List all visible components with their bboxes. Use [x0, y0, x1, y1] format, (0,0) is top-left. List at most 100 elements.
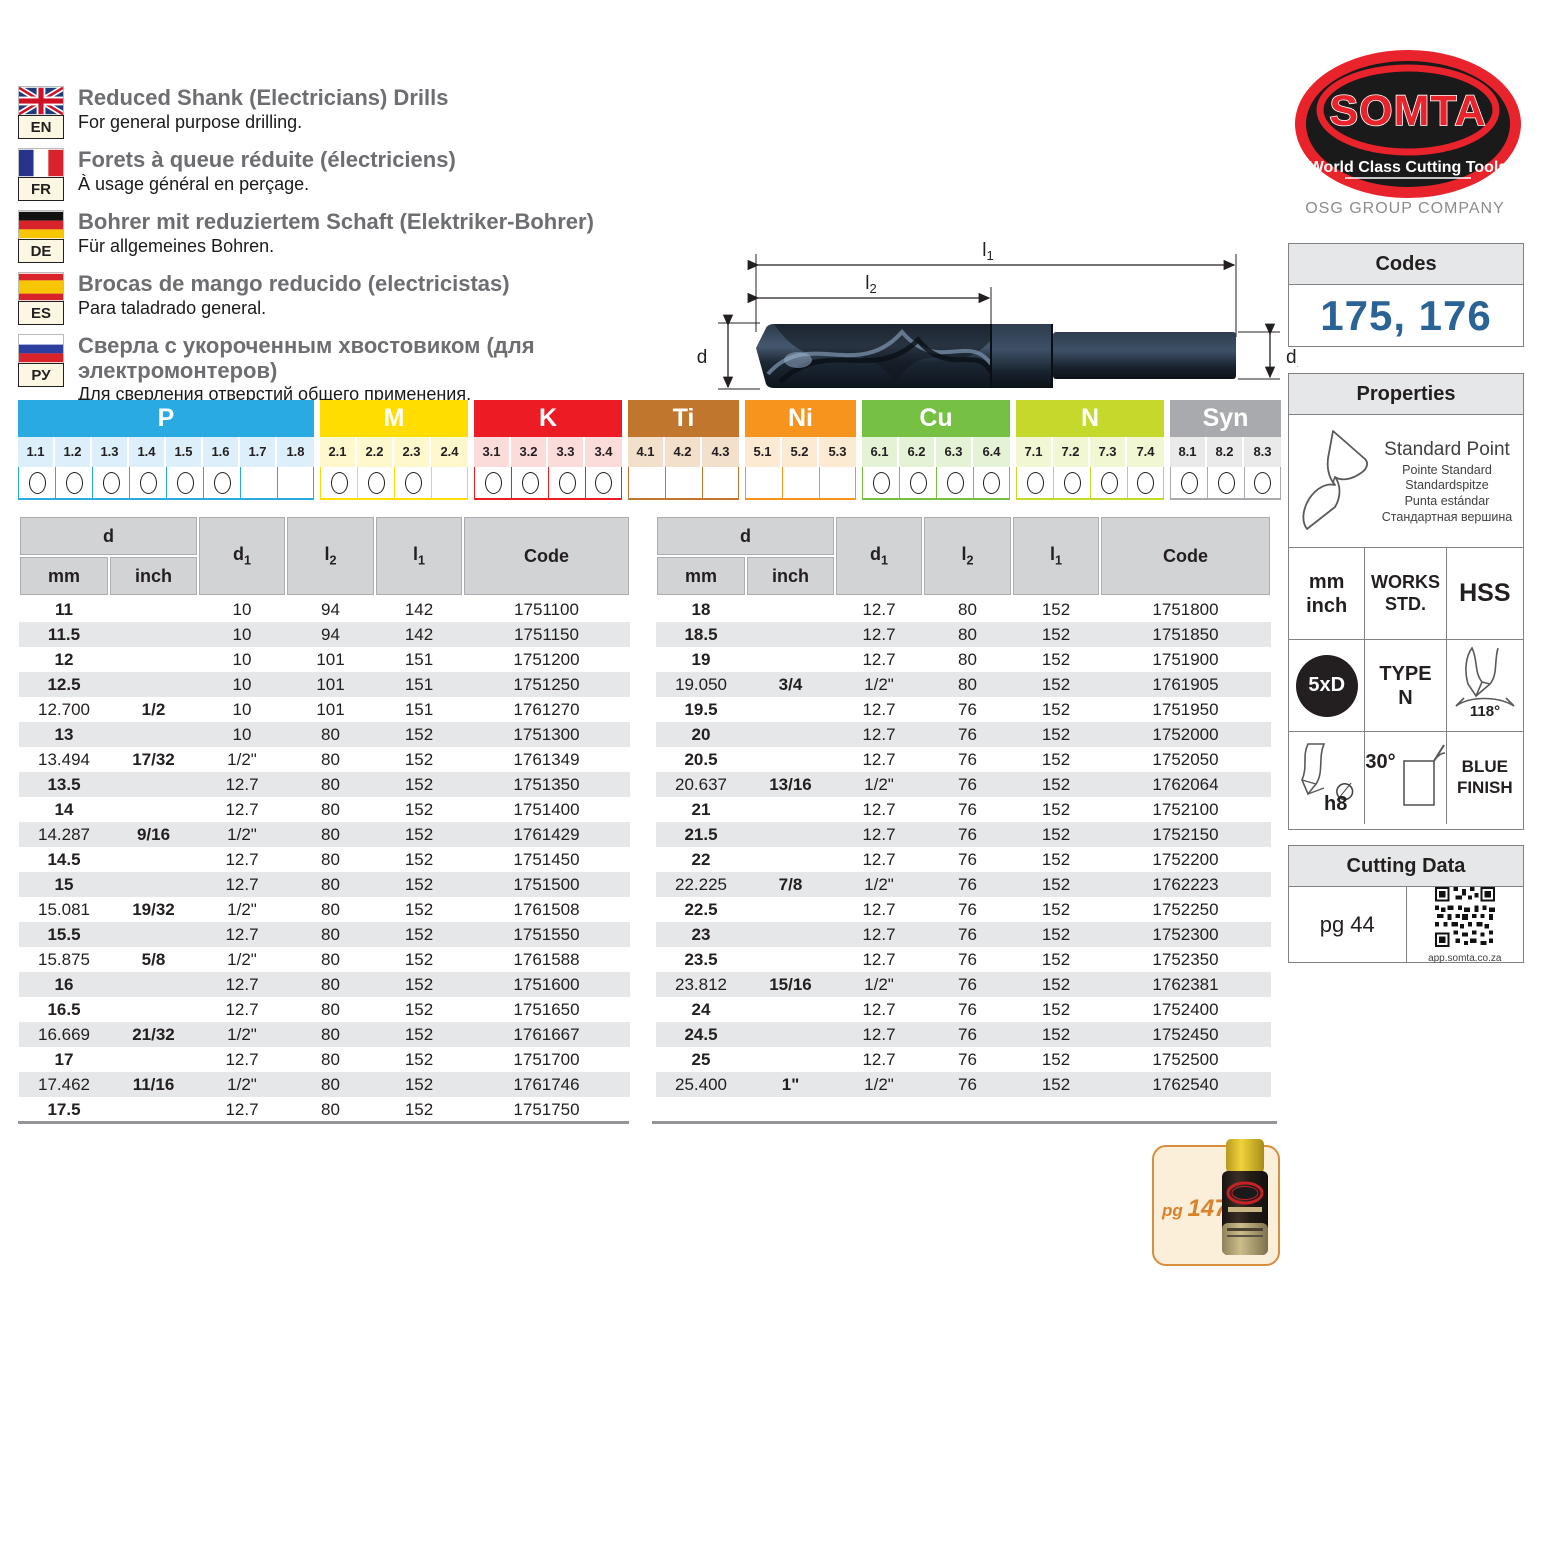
- dim-label-l2: l2: [865, 273, 876, 296]
- cell-inch: [746, 947, 835, 972]
- cell-d1: 12.7: [862, 725, 896, 744]
- table-row: 15.875 5/8 1/2" 80 152 1761588: [19, 947, 630, 972]
- flag-ru-icon: [18, 334, 64, 364]
- cell-l2: 80: [321, 800, 340, 819]
- material-suitability-cell: [1090, 467, 1127, 500]
- prop-helix-angle-cell: 30°: [1365, 732, 1447, 824]
- col-header-code: Code: [462, 515, 631, 597]
- material-suitability-cell: [548, 467, 585, 500]
- cell-l2: 76: [958, 1025, 977, 1044]
- cell-inch: 11/16: [132, 1075, 175, 1094]
- cell-mm: 23: [691, 925, 711, 944]
- cell-inch: [746, 797, 835, 822]
- language-code-label: DE: [18, 239, 64, 263]
- cell-code: 1751550: [513, 925, 580, 944]
- material-suitability-cell: [745, 467, 782, 500]
- helix-angle-icon: [1400, 743, 1446, 814]
- material-group-label: Ti: [628, 400, 739, 437]
- standard-point-label: Standard Point: [1384, 438, 1510, 460]
- cell-l1: 152: [1041, 825, 1071, 844]
- standard-point-ru: Стандартная вершина: [1381, 509, 1513, 524]
- cell-code: 1751700: [513, 1050, 580, 1069]
- language-block-es: ES Brocas de mango reducido (electricista…: [18, 271, 698, 325]
- suitability-circle-icon: [213, 471, 231, 494]
- cell-l1: 152: [404, 875, 434, 894]
- cell-mm: 16.669: [38, 1025, 90, 1044]
- cell-l1: 152: [1041, 975, 1071, 994]
- suitability-circle-icon: [1254, 471, 1271, 494]
- cell-l1: 152: [1041, 675, 1071, 694]
- size-table-left-body: 11 10 94 142 1751100 11.5 10 94 142 1751150 12 10 10…: [19, 595, 630, 1122]
- material-subgroup-label: 6.3: [936, 437, 973, 467]
- cell-d1: 10: [232, 675, 252, 694]
- suitability-circle-icon: [558, 471, 576, 494]
- product-title: Forets à queue réduite (électriciens): [78, 147, 456, 172]
- product-subtitle: Для сверления отверстий общего применени…: [78, 384, 472, 405]
- cell-code: 1752200: [1152, 850, 1219, 869]
- col-header-inch: inch: [745, 555, 836, 597]
- cell-l1: 152: [1041, 1000, 1071, 1019]
- spray-can-image: [1214, 1135, 1276, 1263]
- cell-inch: 13/16: [769, 775, 812, 794]
- cell-mm: 18: [656, 595, 746, 622]
- cell-l1: 152: [404, 1075, 434, 1094]
- cell-inch: [109, 622, 198, 647]
- cell-inch: [746, 1047, 835, 1072]
- cell-l1: 151: [404, 700, 434, 719]
- cell-inch: 5/8: [141, 950, 166, 969]
- cell-mm: 22.5: [684, 900, 718, 919]
- cell-code: 1762381: [1152, 975, 1219, 994]
- cell-l2: 76: [958, 1075, 977, 1094]
- properties-box-title: Properties: [1289, 374, 1523, 415]
- cell-mm: 20: [691, 725, 711, 744]
- table-row: 13.494 17/32 1/2" 80 152 1761349: [19, 747, 630, 772]
- cell-l2: 101: [316, 675, 345, 694]
- col-header-l1: l1: [1011, 515, 1101, 597]
- cell-mm: 20.637: [675, 775, 727, 794]
- language-badge: EN: [18, 86, 64, 139]
- cell-d1: 1/2": [864, 1075, 894, 1094]
- material-group-k: K 3.1 3.2 3.3 3.4: [474, 400, 622, 500]
- cell-mm: 11.5: [47, 625, 81, 644]
- cell-l1: 152: [404, 775, 434, 794]
- cell-d1: 12.7: [225, 850, 259, 869]
- cell-l1: 152: [404, 900, 434, 919]
- cell-l2: 76: [958, 925, 977, 944]
- cell-mm: 21.5: [684, 825, 718, 844]
- cell-inch: [109, 797, 198, 822]
- cutting-data-title: Cutting Data: [1289, 846, 1523, 887]
- cell-inch: [109, 872, 198, 897]
- cell-l1: 152: [1041, 1025, 1071, 1044]
- prop-finish-cell: BLUE FINISH: [1456, 757, 1513, 797]
- promo-page-ref: pg 147: [1162, 1195, 1228, 1222]
- cell-code: 1751100: [463, 595, 630, 622]
- material-suitability-cell: [936, 467, 973, 500]
- cell-mm: 23.812: [675, 975, 727, 994]
- cell-l1: 152: [404, 725, 434, 744]
- cell-d1: 10: [198, 595, 286, 622]
- material-subgroup-label: 5.3: [819, 437, 856, 467]
- material-subgroup-label: 6.1: [862, 437, 899, 467]
- lubricant-promo-box: pg 147: [1152, 1139, 1280, 1266]
- cell-code: 1751800: [1100, 595, 1271, 622]
- cell-inch: [109, 722, 198, 747]
- cell-l2: 76: [958, 875, 977, 894]
- cell-code: 1752500: [1152, 1050, 1219, 1069]
- suitability-circle-icon: [102, 471, 120, 494]
- divider-line-left: [18, 1121, 629, 1124]
- material-group-cu: Cu 6.1 6.2 6.3 6.4: [862, 400, 1010, 500]
- cell-d1: 1/2": [227, 750, 257, 769]
- cell-mm: 16.5: [47, 1000, 81, 1019]
- table-row: 17 12.7 80 152 1751700: [19, 1047, 630, 1072]
- cell-l1: 152: [1041, 1075, 1071, 1094]
- suitability-circle-icon: [139, 471, 157, 494]
- cell-mm: 17: [54, 1050, 74, 1069]
- product-subtitle: Für allgemeines Bohren.: [78, 235, 275, 256]
- material-group-label: Ni: [745, 400, 856, 437]
- suitability-circle-icon: [1137, 471, 1154, 494]
- col-header-mm: mm: [655, 555, 747, 597]
- cutting-data-page-ref: pg 44: [1289, 887, 1407, 963]
- cell-mm: 19.5: [684, 700, 718, 719]
- material-suitability-cell: [240, 467, 277, 500]
- table-row: 20.5 12.7 76 152 1752050: [656, 747, 1271, 772]
